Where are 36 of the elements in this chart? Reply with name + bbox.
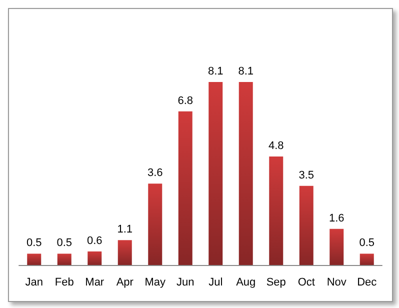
- data-label: 3.6: [147, 167, 163, 180]
- data-label: 0.5: [26, 237, 42, 250]
- bar: [360, 254, 374, 265]
- x-tick-label: Jan: [25, 276, 43, 288]
- bar: [27, 254, 42, 265]
- bar: [269, 156, 284, 265]
- bar: [57, 254, 72, 265]
- data-label: 8.1: [208, 65, 224, 78]
- bar: [208, 82, 223, 265]
- x-tick-label: Sep: [266, 276, 286, 288]
- data-label: 8.1: [238, 65, 254, 78]
- bar: [118, 240, 132, 265]
- bar: [88, 251, 102, 265]
- bar: [238, 82, 253, 265]
- data-label: 0.6: [86, 234, 102, 247]
- data-label: 3.5: [298, 169, 314, 182]
- data-label: 1.6: [328, 212, 344, 224]
- x-tick-label: Dec: [357, 276, 378, 288]
- bar: [148, 184, 162, 265]
- x-tick-label: Aug: [236, 276, 256, 288]
- data-label: 0.5: [56, 237, 72, 250]
- data-label: 1.1: [117, 224, 133, 236]
- bar: [178, 111, 192, 265]
- x-tick-label: Feb: [54, 276, 74, 288]
- data-label: 6.8: [178, 94, 194, 107]
- data-label: 0.5: [359, 237, 375, 250]
- x-tick-label: Nov: [326, 276, 347, 288]
- x-tick-label: May: [144, 276, 166, 288]
- x-tick-label: Jul: [208, 276, 223, 288]
- x-tick-label: Oct: [298, 276, 315, 288]
- bar: [299, 186, 314, 265]
- x-tick-label: Mar: [85, 276, 104, 288]
- x-tick-label: Apr: [116, 276, 134, 288]
- bar: [330, 228, 344, 265]
- x-tick-label: Jun: [176, 276, 194, 288]
- data-label: 4.8: [268, 140, 284, 152]
